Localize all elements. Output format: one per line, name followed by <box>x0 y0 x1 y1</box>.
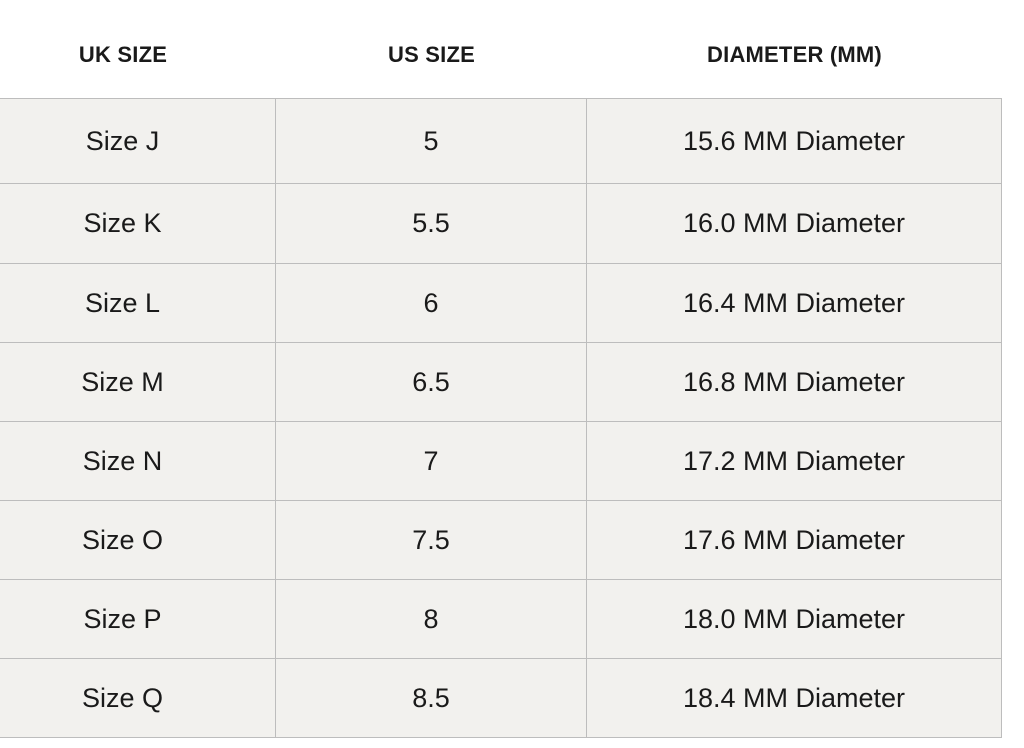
column-header: UK SIZE <box>78 42 168 67</box>
table-cell: Size J <box>0 98 276 184</box>
table-cell: 6 <box>276 264 587 343</box>
table-cell: Size M <box>0 343 276 422</box>
table-cell: Size P <box>0 580 276 659</box>
table-cell: 7 <box>276 422 587 501</box>
table-cell: 8 <box>276 580 587 659</box>
table-cell: 18.0 MM Diameter <box>587 580 1002 659</box>
table-cell: Size L <box>0 264 276 343</box>
column-header: US SIZE <box>388 42 475 67</box>
table-cell: 5 <box>276 98 587 184</box>
table-cell: Size N <box>0 422 276 501</box>
table-cell: 5.5 <box>276 184 587 264</box>
table-cell: Size Q <box>0 659 276 738</box>
table-cell: 18.4 MM Diameter <box>587 659 1002 738</box>
table-cell: 16.8 MM Diameter <box>587 343 1002 422</box>
table-cell: 15.6 MM Diameter <box>587 98 1002 184</box>
table-cell: Size O <box>0 501 276 580</box>
table-cell: 8.5 <box>276 659 587 738</box>
table-cell: 16.4 MM Diameter <box>587 264 1002 343</box>
table-cell: 7.5 <box>276 501 587 580</box>
table-cell: 16.0 MM Diameter <box>587 184 1002 264</box>
table-cell: 17.6 MM Diameter <box>587 501 1002 580</box>
table-cell: 17.2 MM Diameter <box>587 422 1002 501</box>
table-cell: 6.5 <box>276 343 587 422</box>
table-cell: Size K <box>0 184 276 264</box>
column-header: DIAMETER (MM) <box>707 42 882 67</box>
